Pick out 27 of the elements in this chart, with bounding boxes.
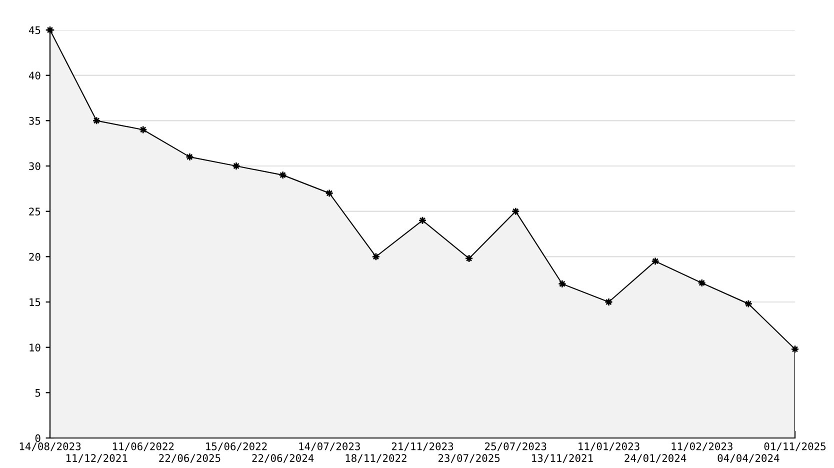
x-tick-label: 13/11/2021 bbox=[532, 454, 593, 463]
y-tick-label: 10 bbox=[30, 344, 40, 352]
y-tick-label: 35 bbox=[29, 116, 40, 125]
y-tick-label: 45 bbox=[28, 26, 40, 34]
y-tick-label: 20 bbox=[29, 252, 40, 261]
x-tick-label: 22/06/2025 bbox=[159, 454, 220, 463]
x-tick-label: 22/06/2024 bbox=[252, 454, 314, 463]
x-tick-label: 24/01/2024 bbox=[624, 454, 686, 463]
x-tick-label: 18/11/2022 bbox=[346, 454, 406, 463]
y-tick-label: 0 bbox=[35, 434, 40, 442]
x-tick-label: 04/04/2024 bbox=[718, 454, 780, 463]
x-tick-label: 11/12/2021 bbox=[66, 454, 128, 463]
x-tick-label: 14/08/2023 bbox=[20, 442, 81, 452]
y-tick-label: 40 bbox=[28, 72, 40, 80]
x-tick-label: 11/06/2022 bbox=[113, 442, 174, 452]
x-tick-label: 11/01/2023 bbox=[578, 442, 640, 452]
y-tick-label: 25 bbox=[29, 208, 40, 216]
y-tick-label: 5 bbox=[35, 389, 40, 397]
x-tick-label: 25/07/2023 bbox=[485, 442, 546, 452]
x-tick-label: 21/11/2023 bbox=[392, 442, 454, 452]
y-tick-label: 30 bbox=[29, 162, 40, 170]
x-tick-label: 14/07/2023 bbox=[299, 442, 360, 452]
x-tick-label: 11/02/2023 bbox=[672, 442, 732, 452]
y-tick-label: 15 bbox=[30, 298, 40, 306]
x-tick-label: 15/06/2022 bbox=[206, 442, 267, 452]
x-tick-label: 23/07/2025 bbox=[438, 454, 500, 463]
x-tick-label: 01/11/2025 bbox=[764, 442, 826, 452]
